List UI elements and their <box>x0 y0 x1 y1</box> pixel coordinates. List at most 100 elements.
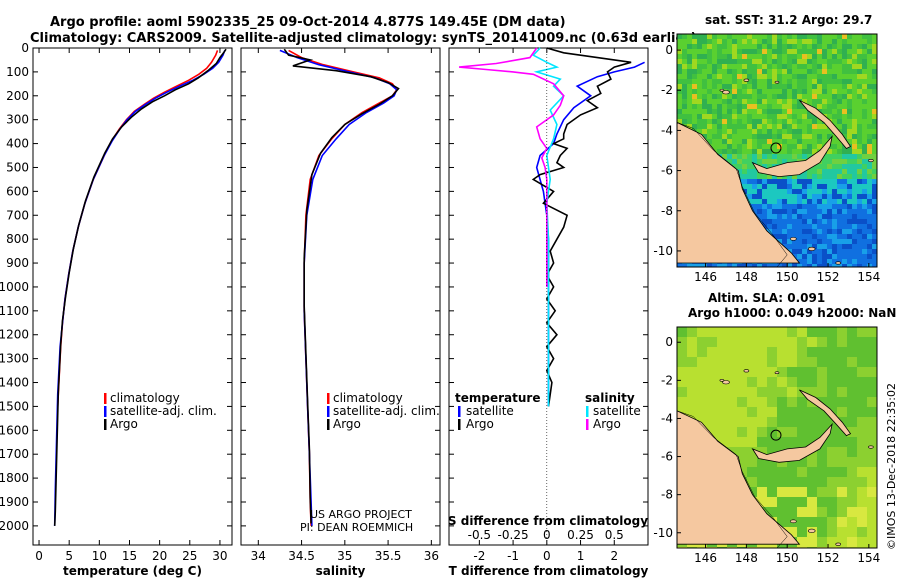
sst-heat-cell <box>807 94 812 99</box>
sst-heat-cell <box>847 254 852 259</box>
sst-heat-cell <box>817 99 822 104</box>
sst-heat-cell <box>702 89 707 94</box>
sst-island <box>807 246 816 251</box>
sst-heat-cell <box>727 64 732 69</box>
sst-heat-cell <box>857 224 862 229</box>
sst-heat-cell <box>872 149 877 154</box>
sst-heat-cell <box>737 49 742 54</box>
sst-heat-cell <box>782 144 787 149</box>
sst-heat-cell <box>807 194 812 199</box>
sst-heat-cell <box>767 79 772 84</box>
sla-heat-cell <box>697 387 707 397</box>
sst-heat-cell <box>782 104 787 109</box>
sst-heat-cell <box>812 219 817 224</box>
sst-heat-cell <box>802 219 807 224</box>
sst-heat-cell <box>867 64 872 69</box>
sst-heat-cell <box>817 184 822 189</box>
sla-heat-cell <box>757 467 767 477</box>
sst-heat-cell <box>757 44 762 49</box>
temperature-xtick-label: 5 <box>65 549 73 563</box>
sst-heat-cell <box>857 244 862 249</box>
sst-heat-cell <box>787 34 792 39</box>
sst-heat-cell <box>847 54 852 59</box>
sst-heat-cell <box>677 54 682 59</box>
sst-heat-cell <box>752 199 757 204</box>
sst-heat-cell <box>797 204 802 209</box>
difference-top-axis-tick-label: 0.25 <box>567 528 594 542</box>
sst-heat-cell <box>712 104 717 109</box>
temperature-ytick-label: 100 <box>6 65 29 79</box>
sst-heat-cell <box>812 174 817 179</box>
sst-heat-cell <box>757 159 762 164</box>
sst-heat-cell <box>777 104 782 109</box>
difference-top-axis-tick-label: -0.25 <box>498 528 529 542</box>
sst-heat-cell <box>702 99 707 104</box>
temperature-ytick-label: 900 <box>6 256 29 270</box>
sst-heat-cell <box>752 119 757 124</box>
sst-heat-cell <box>702 34 707 39</box>
sst-heat-cell <box>817 169 822 174</box>
sst-heat-cell <box>777 229 782 234</box>
sst-heat-cell <box>742 89 747 94</box>
sst-heat-cell <box>722 84 727 89</box>
sst-heat-cell <box>842 39 847 44</box>
sst-heat-cell <box>752 204 757 209</box>
sst-heat-cell <box>767 264 772 267</box>
sla-island <box>807 528 816 533</box>
sst-heat-cell <box>837 89 842 94</box>
sla-heat-cell <box>827 517 837 527</box>
sst-heat-cell <box>717 34 722 39</box>
sla-heat-cell <box>727 337 737 347</box>
sst-heat-cell <box>822 159 827 164</box>
sla-heat-cell <box>857 497 867 507</box>
sst-heat-cell <box>822 194 827 199</box>
sst-heat-cell <box>812 144 817 149</box>
sst-heat-cell <box>737 54 742 59</box>
sst-heat-cell <box>742 164 747 169</box>
sst-heat-cell <box>717 64 722 69</box>
sst-heat-cell <box>837 199 842 204</box>
sla-island <box>868 445 874 449</box>
sst-argo-marker <box>770 142 782 154</box>
sst-heat-cell <box>702 104 707 109</box>
sst-heat-cell <box>827 264 832 267</box>
sst-heat-cell <box>807 79 812 84</box>
sla-heat-cell <box>867 417 877 427</box>
sst-heat-cell <box>737 169 742 174</box>
sst-heat-cell <box>697 89 702 94</box>
sst-heat-cell <box>772 149 777 154</box>
sst-heat-cell <box>782 224 787 229</box>
sst-heat-cell <box>782 154 787 159</box>
sst-heat-cell <box>857 74 862 79</box>
sst-heat-cell <box>802 94 807 99</box>
sst-heat-cell <box>777 124 782 129</box>
sst-heat-cell <box>852 104 857 109</box>
sst-heat-cell <box>797 139 802 144</box>
sst-heat-cell <box>787 109 792 114</box>
sst-heat-cell <box>792 214 797 219</box>
sla-heat-cell <box>857 537 867 547</box>
sst-heat-cell <box>722 114 727 119</box>
sst-heat-cell <box>837 144 842 149</box>
sst-heat-cell <box>872 109 877 114</box>
sst-heat-cell <box>862 174 867 179</box>
sst-heat-cell <box>822 69 827 74</box>
sst-heat-cell <box>842 254 847 259</box>
sla-heat-cell <box>727 327 737 337</box>
sst-heat-cell <box>802 264 807 267</box>
sst-heat-cell <box>842 134 847 139</box>
sst-heat-cell <box>872 119 877 124</box>
sst-heat-cell <box>677 89 682 94</box>
sst-heat-cell <box>802 79 807 84</box>
sst-heat-cell <box>742 104 747 109</box>
sst-heat-cell <box>867 264 872 267</box>
sst-heat-cell <box>737 134 742 139</box>
sst-heat-cell <box>827 154 832 159</box>
sst-heat-cell <box>857 184 862 189</box>
sst-heat-cell <box>767 119 772 124</box>
sst-heat-cell <box>737 79 742 84</box>
sst-heat-cell <box>802 239 807 244</box>
sst-heat-cell <box>852 254 857 259</box>
sst-heat-cell <box>862 144 867 149</box>
